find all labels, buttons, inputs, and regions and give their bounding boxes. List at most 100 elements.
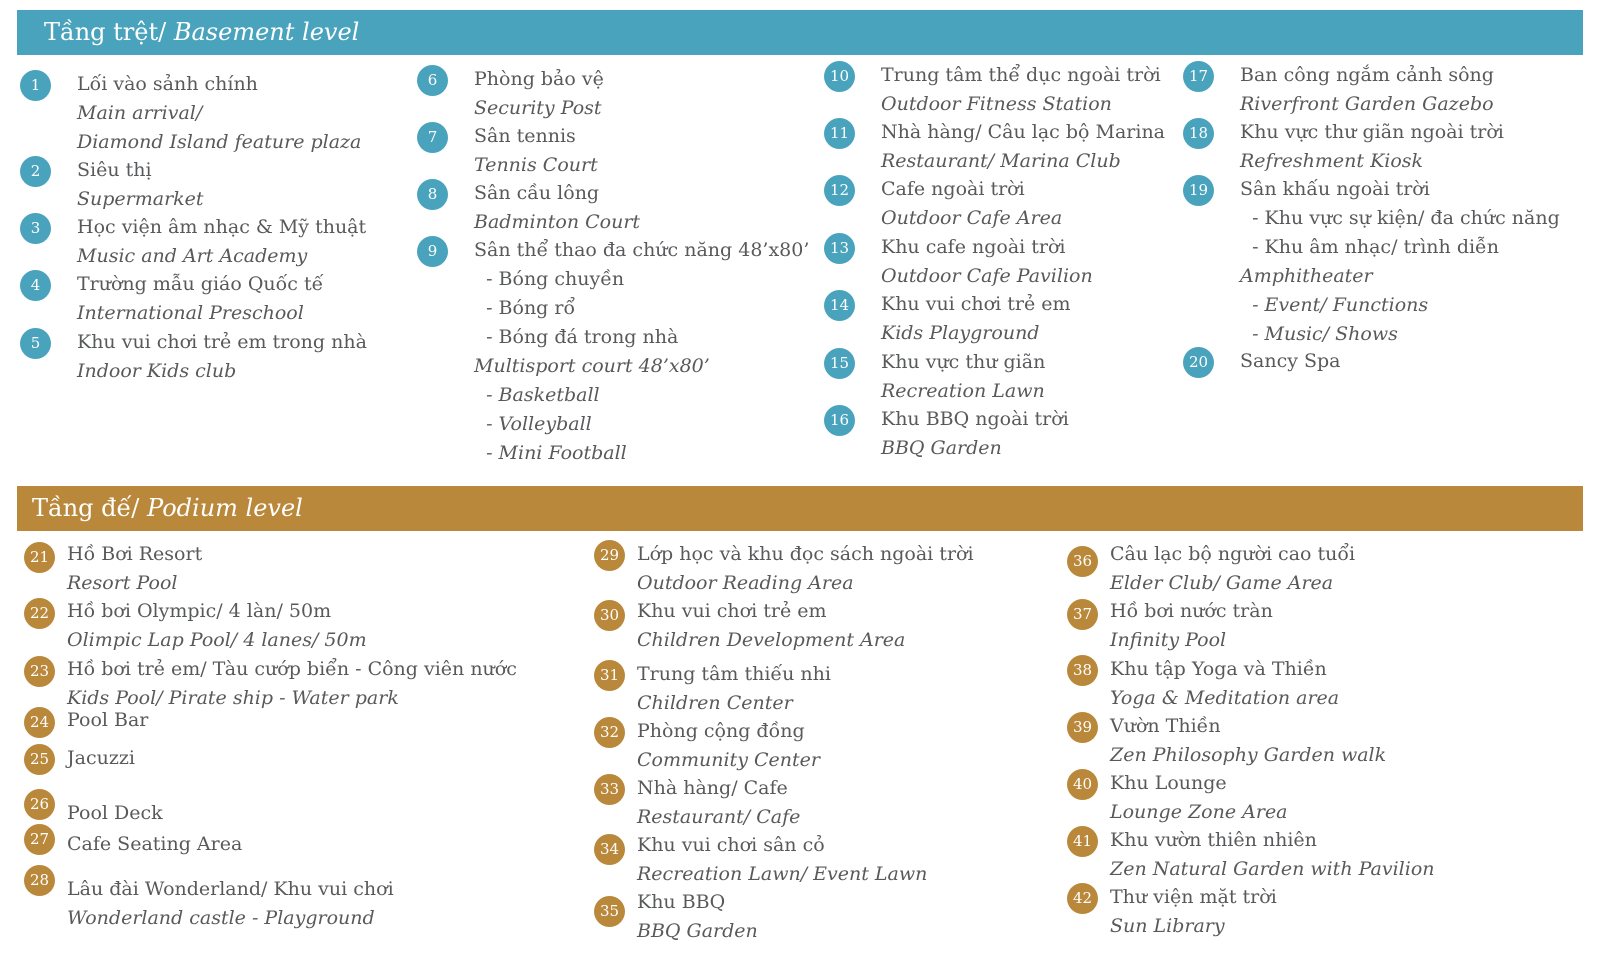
- legend-item-35: 35 Khu BBQ BBQ Garden: [594, 888, 758, 946]
- number-badge: 38: [1067, 655, 1098, 686]
- item-text: Khu BBQ ngoài trời BBQ Garden: [881, 405, 1069, 463]
- label-vi: Khu BBQ: [637, 891, 726, 913]
- label-en: Music and Art Academy: [77, 245, 308, 267]
- item-text: Nhà hàng/ Cafe Restaurant/ Cafe: [637, 774, 800, 832]
- legend-item-26: 26 Pool Deck: [24, 782, 163, 828]
- item-text: Sân tennis Tennis Court: [474, 122, 598, 180]
- item-text: Khu vui chơi trẻ em Kids Playground: [881, 290, 1071, 348]
- label-en: Outdoor Reading Area: [637, 572, 854, 594]
- legend-item-14: 14 Khu vui chơi trẻ em Kids Playground: [824, 290, 1071, 348]
- number-badge: 12: [824, 175, 855, 206]
- number-badge: 33: [594, 774, 625, 805]
- label-vi: Khu BBQ ngoài trời: [881, 408, 1069, 430]
- item-text: Hồ Bơi Resort Resort Pool: [67, 540, 202, 598]
- legend-item-17: 17 Ban công ngắm cảnh sông Riverfront Gard…: [1183, 61, 1494, 119]
- number-badge: 31: [594, 660, 625, 691]
- label-vi: Khu Lounge: [1110, 772, 1227, 794]
- label-vi: Khu vực thư giãn ngoài trời: [1240, 121, 1504, 143]
- number-badge: 21: [24, 542, 55, 573]
- number-badge: 15: [824, 348, 855, 379]
- label-vi: - Bóng rổ: [474, 297, 576, 319]
- label-en: Elder Club/ Game Area: [1110, 572, 1334, 594]
- basement-level-header: Tầng trệt/ Basement level: [17, 10, 1583, 55]
- label-vi: Nhà hàng/ Cafe: [637, 777, 788, 799]
- number-badge: 42: [1067, 883, 1098, 914]
- legend-item-22: 22 Hồ bơi Olympic/ 4 làn/ 50m Olimpic Lap …: [24, 597, 367, 655]
- label-en: Riverfront Garden Gazebo: [1240, 93, 1494, 115]
- number-badge: 17: [1183, 61, 1214, 92]
- legend-item-34: 34 Khu vui chơi sân cỏ Recreation Lawn/ Ev…: [594, 831, 927, 889]
- label-vi: - Khu vực sự kiện/ đa chức năng: [1240, 207, 1560, 229]
- label-en: Restaurant/ Marina Club: [881, 150, 1121, 172]
- legend-item-21: 21 Hồ Bơi Resort Resort Pool: [24, 540, 202, 598]
- item-text: Khu tập Yoga và Thiền Yoga & Meditation a…: [1110, 655, 1339, 713]
- label-en: Diamond Island feature plaza: [77, 131, 362, 153]
- label-vi: Sân cầu lông: [474, 182, 600, 204]
- number-badge: 19: [1183, 175, 1214, 206]
- label-vi: Hồ Bơi Resort: [67, 543, 203, 565]
- number-badge: 10: [824, 61, 855, 92]
- legend-item-10: 10 Trung tâm thể dục ngoài trời Outdoor Fi…: [824, 61, 1161, 119]
- number-badge: 4: [20, 270, 51, 301]
- item-text: Thư viện mặt trời Sun Library: [1110, 883, 1277, 941]
- label-en: Kids Pool/ Pirate ship - Water park: [67, 687, 399, 709]
- label-vi: Hồ bơi trẻ em/ Tàu cướp biển - Công viên…: [67, 658, 517, 680]
- item-text: Sancy Spa: [1240, 347, 1341, 376]
- number-badge: 34: [594, 834, 625, 865]
- label-vi: Phòng bảo vệ: [474, 68, 604, 90]
- label-en: BBQ Garden: [881, 437, 1002, 459]
- item-text: Cafe ngoài trời Outdoor Cafe Area: [881, 175, 1062, 233]
- label-vi: Khu cafe ngoài trời: [881, 236, 1066, 258]
- legend-item-3: 3 Học viện âm nhạc & Mỹ thuật Music and Ar…: [20, 213, 366, 271]
- legend-item-1: 1 Lối vào sảnh chính Main arrival/Diamond …: [20, 70, 361, 157]
- number-badge: 23: [24, 656, 55, 687]
- number-badge: 11: [824, 118, 855, 149]
- item-text: Ban công ngắm cảnh sông Riverfront Garden…: [1240, 61, 1494, 119]
- number-badge: 29: [594, 540, 625, 571]
- label-en: Main arrival/: [77, 102, 203, 124]
- item-text: Trung tâm thiếu nhi Children Center: [637, 660, 831, 718]
- label-en: Wonderland castle - Playground: [67, 907, 375, 929]
- label-en: - Volleyball: [474, 413, 592, 435]
- label-vi: Ban công ngắm cảnh sông: [1240, 64, 1494, 86]
- label-en: Recreation Lawn/ Event Lawn: [637, 863, 928, 885]
- legend-item-25: 25 Jacuzzi: [24, 744, 135, 775]
- label-vi: Trường mẫu giáo Quốc tế: [77, 273, 324, 295]
- legend-item-28: 28 Lâu đài Wonderland/ Khu vui chơi Wonder…: [24, 865, 394, 933]
- legend-item-16: 16 Khu BBQ ngoài trời BBQ Garden: [824, 405, 1069, 463]
- label-vi: - Bóng chuyền: [474, 268, 625, 290]
- number-badge: 41: [1067, 826, 1098, 857]
- legend-item-9: 9 Sân thể thao đa chức năng 48’x80’ - Bón…: [417, 236, 809, 468]
- number-badge: 13: [824, 233, 855, 264]
- item-text: Khu BBQ BBQ Garden: [637, 888, 758, 946]
- number-badge: 28: [24, 865, 55, 896]
- label-vi: Khu tập Yoga và Thiền: [1110, 658, 1327, 680]
- basement-title-vi: Tầng trệt/: [44, 18, 167, 46]
- item-text: Trung tâm thể dục ngoài trời Outdoor Fitn…: [881, 61, 1161, 119]
- item-text: Hồ bơi Olympic/ 4 làn/ 50m Olimpic Lap Po…: [67, 597, 367, 655]
- legend-item-30: 30 Khu vui chơi trẻ em Children Developmen…: [594, 597, 905, 655]
- legend-item-32: 32 Phòng cộng đồng Community Center: [594, 717, 820, 775]
- label-vi: Câu lạc bộ người cao tuổi: [1110, 543, 1356, 565]
- number-badge: 8: [417, 179, 448, 210]
- label-en: Infinity Pool: [1110, 629, 1227, 651]
- label-vi: Siêu thị: [77, 159, 152, 181]
- number-badge: 7: [417, 122, 448, 153]
- label-en: Community Center: [637, 749, 820, 771]
- label-en: Amphitheater: [1240, 265, 1373, 287]
- legend-item-15: 15 Khu vực thư giãn Recreation Lawn: [824, 348, 1045, 406]
- label-en: BBQ Garden: [637, 920, 758, 942]
- item-text: Sân cầu lông Badminton Court: [474, 179, 640, 237]
- legend-item-37: 37 Hồ bơi nước tràn Infinity Pool: [1067, 597, 1273, 655]
- label-vi: Nhà hàng/ Câu lạc bộ Marina: [881, 121, 1166, 143]
- number-badge: 16: [824, 405, 855, 436]
- legend-item-31: 31 Trung tâm thiếu nhi Children Center: [594, 660, 831, 718]
- label-en: Supermarket: [77, 188, 204, 210]
- number-badge: 27: [24, 824, 55, 855]
- number-badge: 25: [24, 744, 55, 775]
- label-en: Badminton Court: [474, 211, 641, 233]
- number-badge: 3: [20, 213, 51, 244]
- legend-item-20: 20 Sancy Spa: [1183, 347, 1341, 378]
- item-text: Phòng cộng đồng Community Center: [637, 717, 820, 775]
- number-badge: 1: [20, 70, 51, 101]
